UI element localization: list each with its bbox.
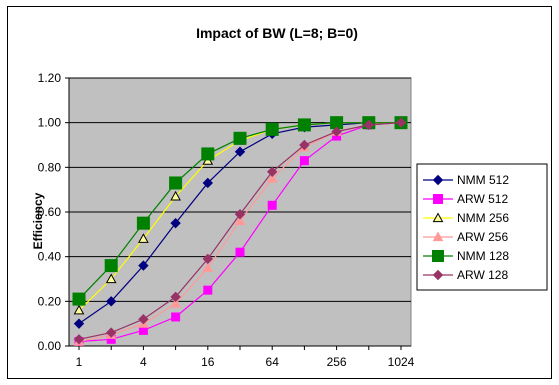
legend-label-nmm-128: NMM 128 — [457, 249, 509, 263]
legend-label-arw-256: ARW 256 — [457, 230, 508, 244]
x-tick-label: 16 — [201, 355, 215, 369]
data-point-nmm-512 — [170, 217, 181, 229]
legend-label-nmm-256: NMM 256 — [457, 211, 509, 225]
data-point-arw-128 — [363, 119, 375, 131]
y-axis-label: Efficiency — [31, 192, 45, 249]
legend-marker-nmm-128 — [432, 250, 444, 262]
data-point-nmm-128 — [136, 216, 150, 230]
data-point-arw-512 — [267, 200, 277, 210]
legend-marker-arw-128 — [432, 269, 444, 281]
data-point-nmm-128 — [233, 131, 247, 145]
data-point-arw-512 — [171, 312, 181, 322]
legend-label-nmm-512: NMM 512 — [457, 173, 509, 187]
legend-marker-nmm-256 — [432, 212, 444, 223]
legend: NMM 512 ARW 512 NMM 256 ARW 256 NMM 128 ARW 1… — [416, 163, 548, 291]
data-point-arw-128 — [170, 291, 181, 303]
data-point-nmm-512 — [105, 296, 117, 307]
data-point-arw-128 — [105, 327, 117, 338]
data-point-arw-512 — [203, 285, 213, 295]
legend-label-arw-128: ARW 128 — [457, 268, 508, 282]
x-tick-label: 64 — [266, 355, 280, 369]
data-point-arw-128 — [266, 166, 278, 178]
x-tick-label: 256 — [327, 355, 347, 369]
data-point-nmm-256 — [73, 304, 85, 315]
data-point-nmm-512 — [234, 146, 246, 157]
data-point-nmm-128 — [265, 122, 279, 136]
data-point-arw-512 — [235, 247, 245, 257]
plot-area: 0.00 0.20 0.40 0.60 0.80 1.00 1.20 1 4 16 64 256 102… — [38, 71, 415, 369]
data-point-arw-128 — [138, 313, 149, 325]
data-point-nmm-128 — [104, 259, 118, 273]
data-point-arw-256 — [170, 298, 181, 308]
data-point-arw-256 — [234, 215, 246, 226]
data-point-arw-128 — [331, 126, 342, 137]
legend-marker-nmm-512 — [432, 174, 444, 186]
data-point-arw-256 — [266, 172, 278, 183]
data-point-nmm-512 — [138, 260, 149, 271]
y-tick-label: 0.80 — [38, 160, 62, 174]
data-point-arw-128 — [234, 209, 246, 220]
data-point-nmm-512 — [73, 318, 85, 329]
data-point-nmm-128 — [72, 292, 86, 306]
y-tick-label: 0.00 — [38, 339, 62, 353]
data-point-arw-128 — [299, 139, 310, 151]
data-point-arw-128 — [202, 253, 214, 265]
y-tick-label: 0.40 — [38, 250, 62, 264]
x-tick-label: 1 — [76, 355, 83, 369]
chart-title: Impact of BW (L=8; B=0) — [196, 25, 358, 41]
legend-box — [416, 163, 548, 291]
y-tick-label: 1.00 — [38, 116, 62, 130]
data-point-nmm-256 — [105, 273, 117, 284]
legend-marker-arw-256 — [432, 231, 444, 242]
data-point-nmm-128 — [201, 147, 215, 161]
data-point-nmm-256 — [138, 233, 149, 243]
data-point-nmm-512 — [202, 177, 214, 189]
legend-label-arw-512: ARW 512 — [457, 192, 508, 206]
legend-marker-arw-512 — [433, 194, 443, 204]
data-point-nmm-128 — [297, 118, 311, 132]
data-point-arw-256 — [202, 262, 214, 272]
data-point-nmm-256 — [170, 190, 181, 201]
data-point-nmm-128 — [169, 176, 183, 190]
data-point-arw-512 — [299, 156, 309, 166]
x-tick-label: 4 — [140, 355, 147, 369]
x-tick-label: 1024 — [388, 355, 415, 369]
data-point-arw-128 — [73, 334, 85, 345]
y-tick-label: 1.20 — [38, 71, 62, 85]
y-tick-label: 0.20 — [38, 294, 62, 308]
y-tick-label: 0.60 — [38, 205, 62, 219]
data-point-arw-128 — [395, 117, 407, 128]
